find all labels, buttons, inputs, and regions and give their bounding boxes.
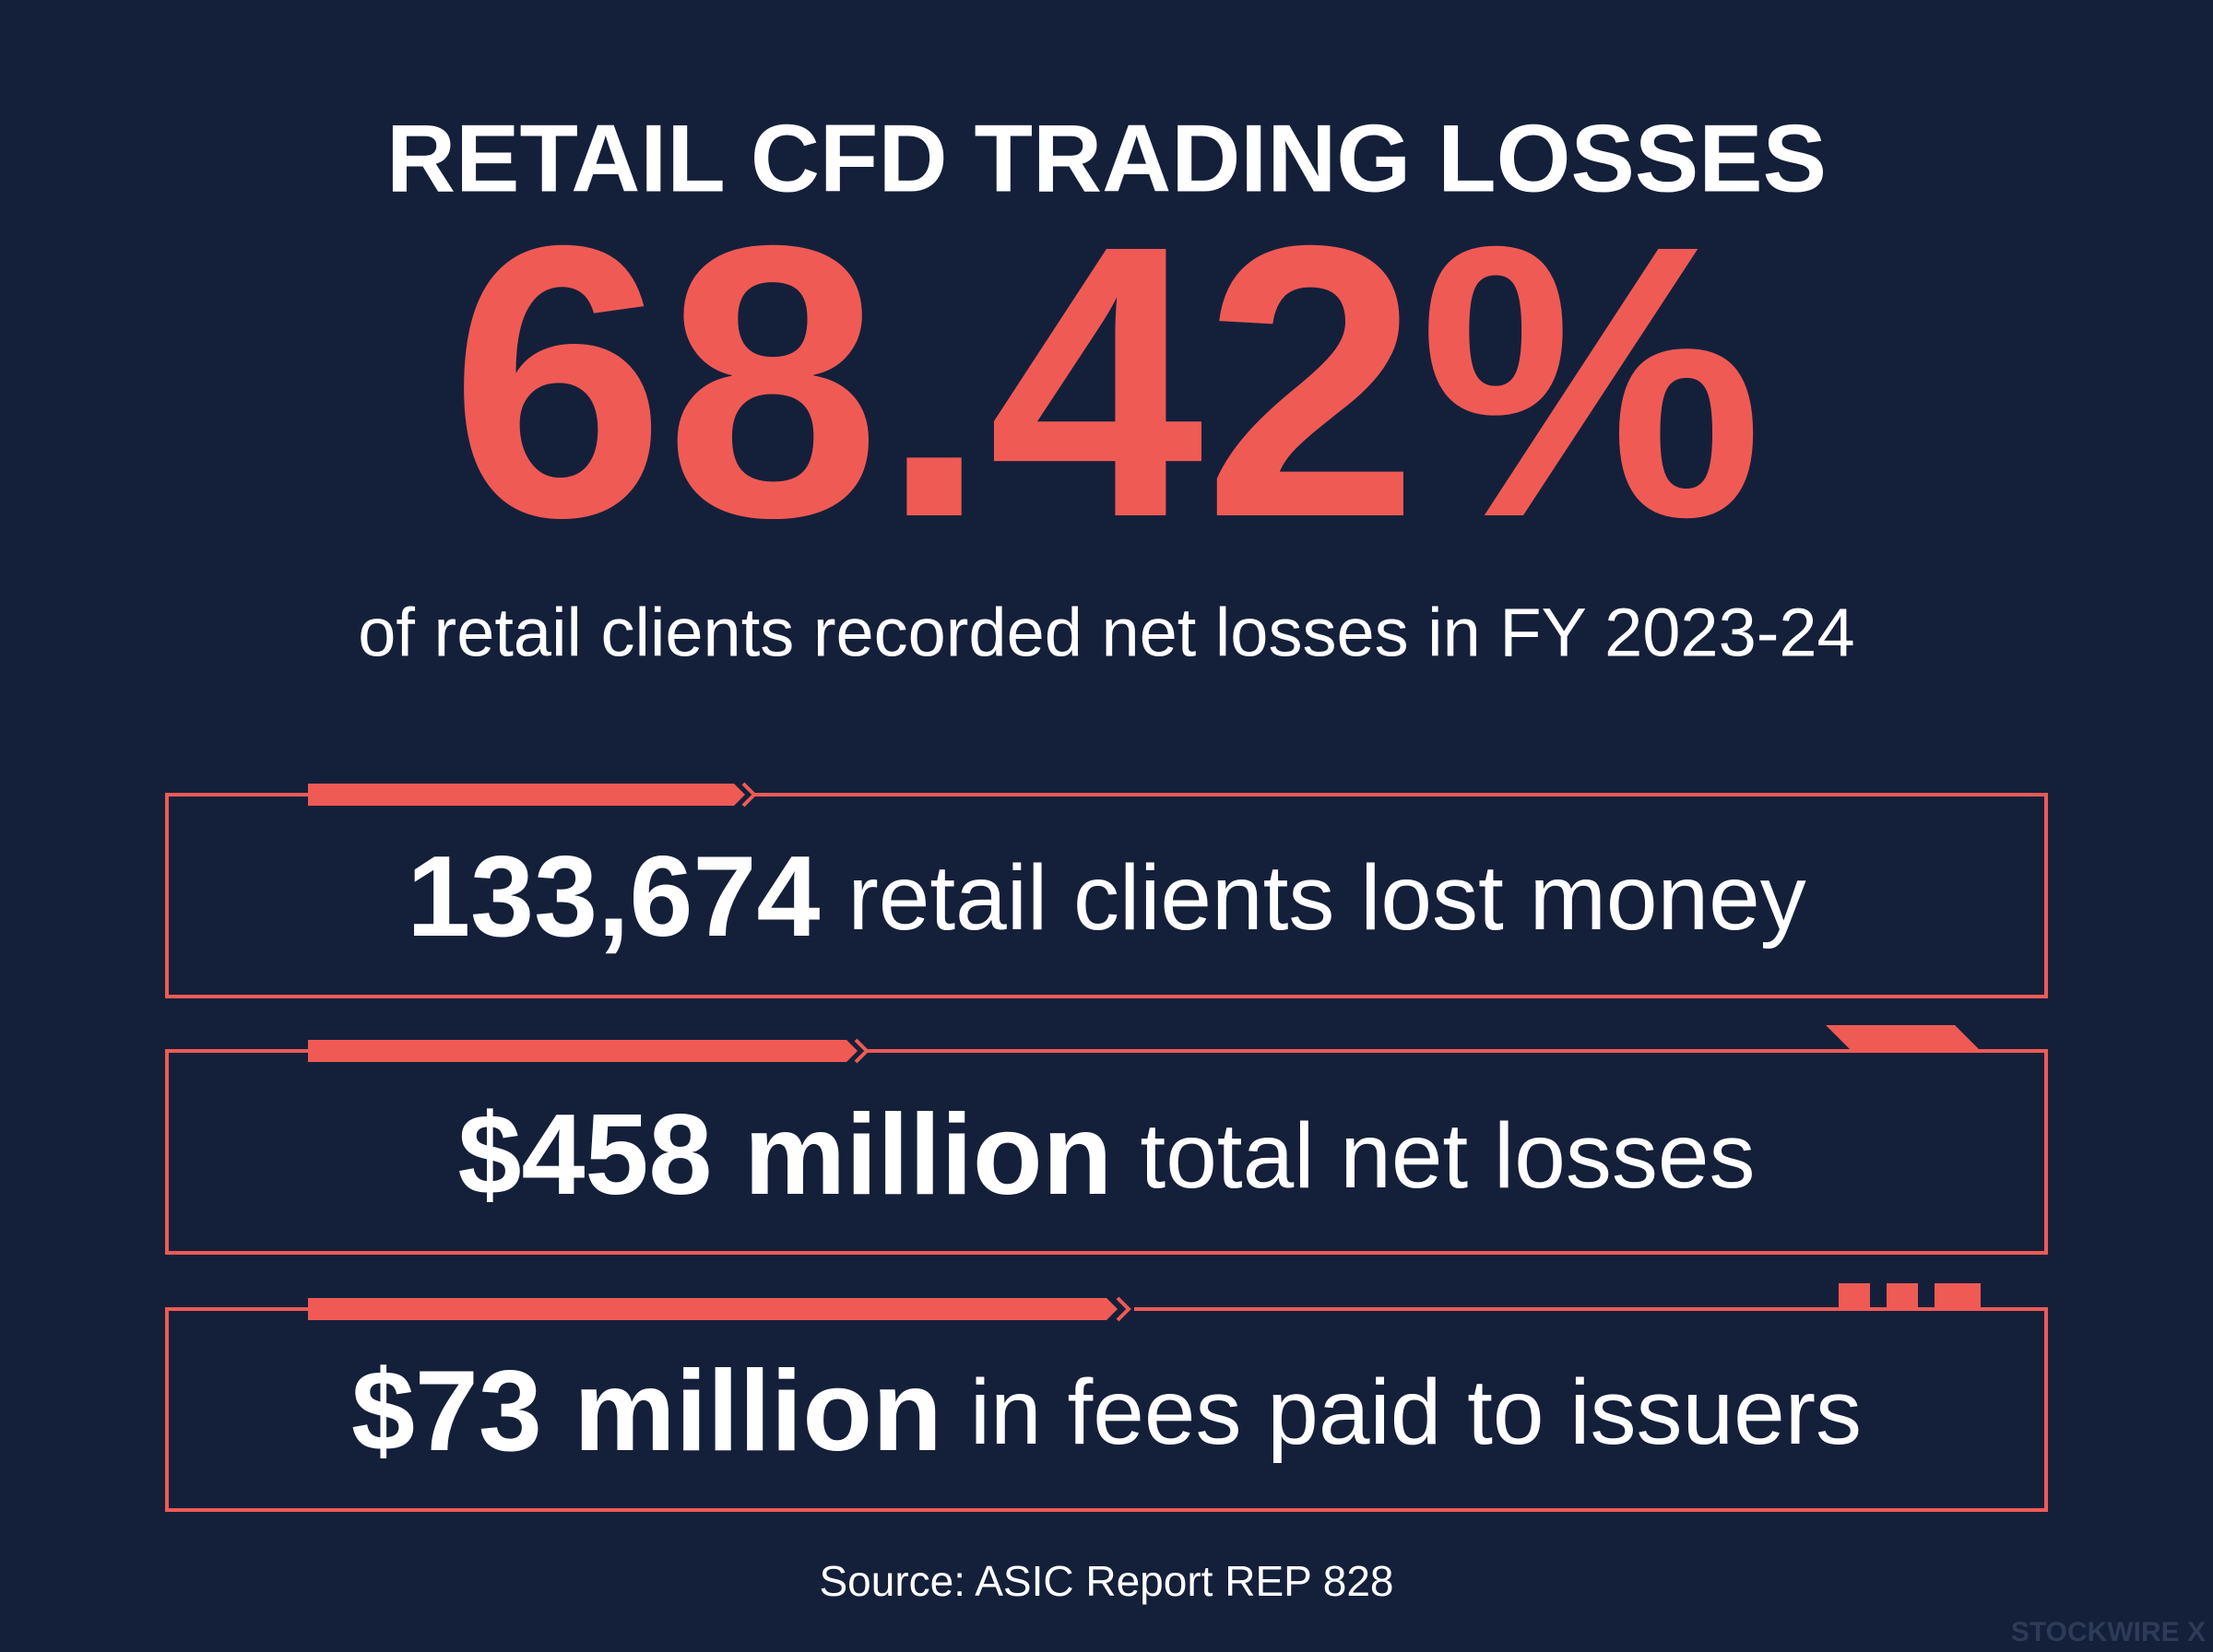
- source: Source: ASIC Report REP 828: [819, 1557, 1393, 1605]
- stat-value: 133,674: [407, 833, 820, 961]
- stat-label: in fees paid to issuers: [970, 1361, 1862, 1464]
- stat-line: $73 million in fees paid to issuers: [351, 1348, 1862, 1475]
- stat-line: 133,674 retail clients lost money: [407, 833, 1806, 961]
- stat-value: $73 million: [351, 1348, 942, 1475]
- headline-stat: 68.42%: [450, 166, 1763, 598]
- stat-label: total net losses: [1140, 1104, 1755, 1208]
- stat-line: $458 million total net losses: [458, 1092, 1756, 1219]
- stat-value: $458 million: [458, 1092, 1113, 1219]
- accent-bars: [308, 782, 1981, 1322]
- title: RETAIL CFD TRADING LOSSES: [386, 105, 1827, 212]
- watermark: STOCKWIRE X: [2011, 1617, 2206, 1647]
- stat-label: retail clients lost money: [847, 846, 1805, 950]
- subtitle: of retail clients recorded net losses in…: [358, 595, 1854, 671]
